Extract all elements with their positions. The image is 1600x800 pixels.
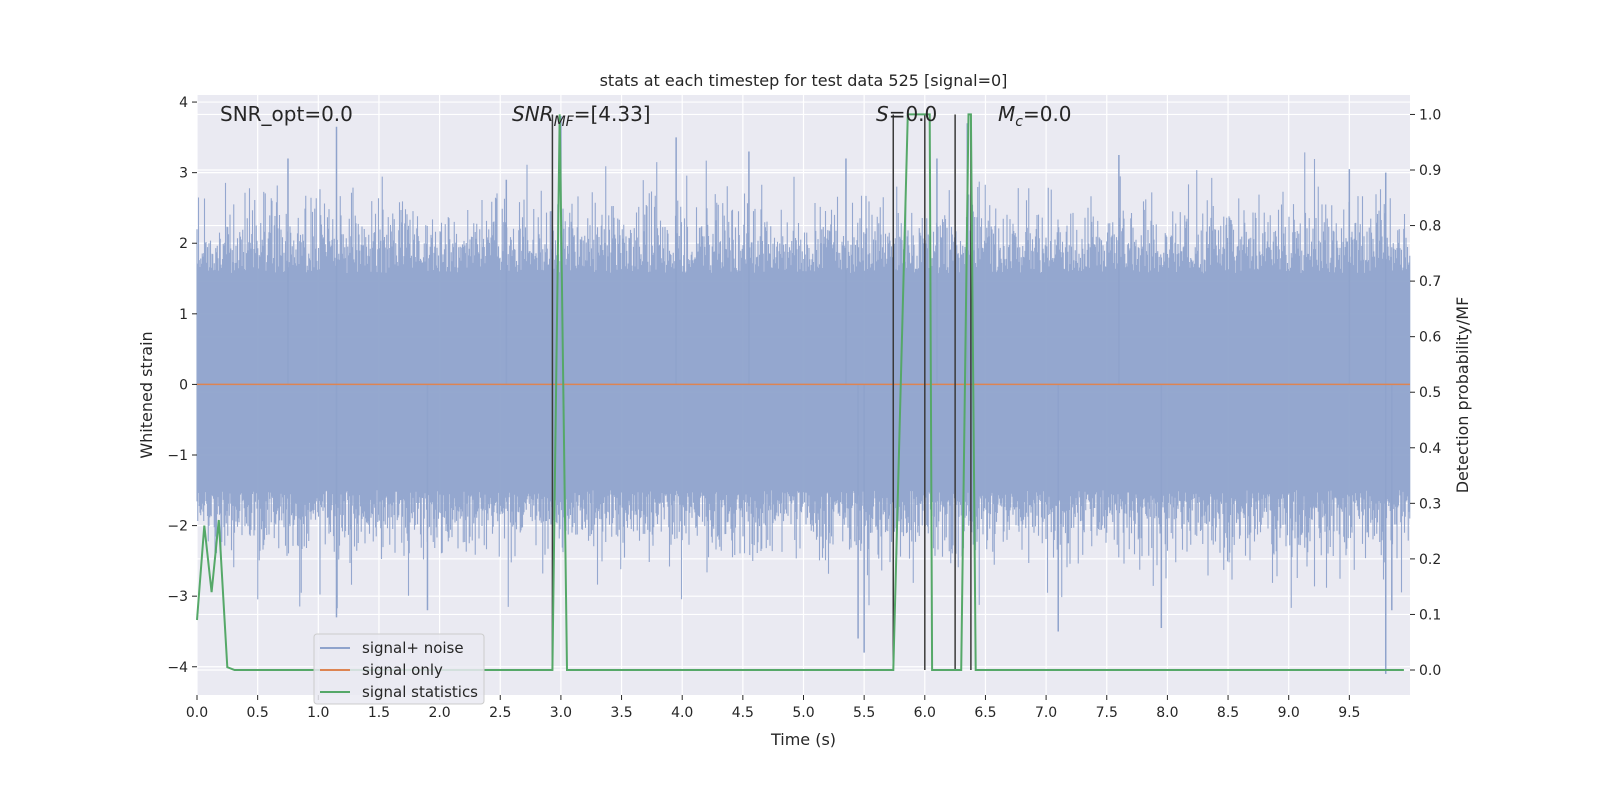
annotation-s: S=0.0	[876, 102, 937, 126]
x-tick-label: 9.5	[1338, 705, 1360, 721]
y-tick-label-right: 1.0	[1419, 107, 1441, 123]
y-tick-label-right: 0.0	[1419, 663, 1441, 679]
x-tick-label: 7.5	[1096, 705, 1118, 721]
y-tick-label-right: 0.7	[1419, 274, 1441, 290]
annotation-mc-sub: c	[1015, 114, 1023, 130]
x-tick-label: 8.5	[1217, 705, 1239, 721]
y-tick-label-right: 0.5	[1419, 385, 1441, 401]
y-tick-label-left: 2	[179, 236, 188, 252]
series-layer	[196, 113, 1411, 674]
y-axis-label-right: Detection probability/MF	[1453, 297, 1472, 494]
x-tick-label: 0.5	[247, 705, 269, 721]
series-signal-noise	[196, 152, 1411, 609]
x-tick-label: 2.5	[489, 705, 511, 721]
y-tick-label-right: 0.2	[1419, 552, 1441, 568]
chart-title: stats at each timestep for test data 525…	[600, 71, 1008, 90]
legend-box	[313, 633, 485, 705]
annotation-s-value: =0.0	[889, 102, 938, 126]
y-tick-label-right: 0.9	[1419, 163, 1441, 179]
y-tick-label-left: 4	[179, 95, 188, 111]
annotation-snr-mf-label: SNR	[512, 102, 554, 126]
x-tick-label: 6.0	[914, 705, 936, 721]
annotation-snr-mf-value: =[4.33]	[574, 102, 651, 126]
y-tick-label-right: 0.1	[1419, 607, 1441, 623]
annotation-mc-label: M	[998, 102, 1015, 126]
y-axis-label-left: Whitened strain	[137, 331, 156, 458]
y-tick-label-right: 0.6	[1419, 330, 1441, 346]
annotation-snr-mf-sub: MF	[554, 114, 575, 130]
annotation-snr-mf: SNRMF=[4.33]	[512, 102, 651, 130]
annotation-mc: Mc=0.0	[998, 102, 1072, 130]
x-tick-label: 6.5	[974, 705, 996, 721]
y-tick-label-right: 0.4	[1419, 441, 1441, 457]
annotation-mc-value: =0.0	[1023, 102, 1072, 126]
y-tick-label-right: 0.8	[1419, 219, 1441, 235]
y-tick-label-left: 3	[179, 166, 188, 182]
x-tick-label: 2.0	[428, 705, 450, 721]
y-tick-label-left: −2	[167, 519, 188, 535]
x-tick-label: 4.5	[732, 705, 754, 721]
x-axis-label: Time (s)	[770, 730, 836, 749]
series-signal-statistics	[196, 113, 1404, 671]
y-tick-label-left: −3	[167, 589, 188, 605]
annotation-snr-opt: SNR_opt=0.0	[220, 102, 353, 126]
y-tick-label-left: −1	[167, 448, 188, 464]
y-tick-label-right: 0.3	[1419, 496, 1441, 512]
axes: 0.0 0.5 1.0 1.5 2.0 2.5 3.0 3.5 4.0 4.5 5.0 5.5 6.0 6…	[167, 95, 1441, 721]
x-tick-label: 9.0	[1278, 705, 1300, 721]
x-tick-label: 7.0	[1035, 705, 1057, 721]
y-tick-label-left: 1	[179, 307, 188, 323]
x-tick-label: 1.5	[368, 705, 390, 721]
x-tick-label: 5.5	[853, 705, 875, 721]
annotation-s-label: S	[876, 102, 889, 126]
x-tick-label: 5.0	[792, 705, 814, 721]
legend-label-signal-noise: signal+ noise	[362, 639, 464, 657]
legend-label-signal-only: signal only	[362, 661, 443, 679]
y-tick-label-left: −4	[167, 660, 188, 676]
x-tick-label: 3.5	[610, 705, 632, 721]
legend: signal+ noise signal only signal statist…	[313, 633, 485, 705]
legend-label-signal-statistics: signal statistics	[362, 683, 478, 701]
y-tick-label-left: 0	[179, 377, 188, 393]
x-tick-label: 1.0	[307, 705, 329, 721]
x-tick-label: 4.0	[671, 705, 693, 721]
x-tick-label: 3.0	[550, 705, 572, 721]
x-tick-label: 0.0	[186, 705, 208, 721]
x-tick-label: 8.0	[1156, 705, 1178, 721]
